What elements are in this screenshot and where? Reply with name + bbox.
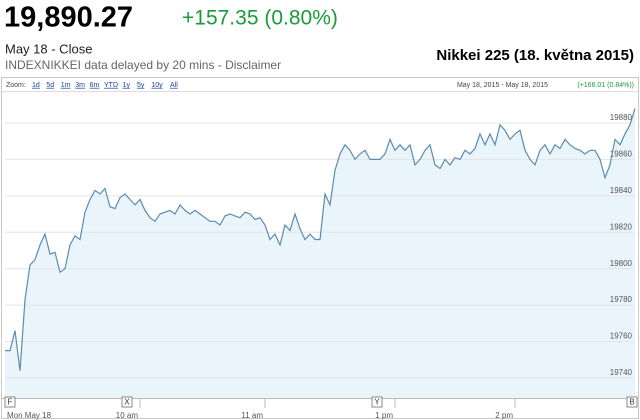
chart-title: Nikkei 225 (18. května 2015) bbox=[436, 47, 634, 64]
news-flag-label: X bbox=[124, 398, 130, 407]
zoom-link[interactable]: YTD bbox=[104, 82, 118, 89]
x-tick-label: 10 am bbox=[116, 411, 139, 420]
y-tick-label: 19780 bbox=[610, 295, 633, 304]
zoom-link[interactable]: 5y bbox=[137, 82, 145, 89]
news-flag-label: F bbox=[8, 398, 13, 407]
range-summary: May 18, 2015 - May 18, 2015 bbox=[457, 82, 548, 89]
zoom-links: 1d 5d 1m 3m 6m YTD 1y 5y 10y All bbox=[32, 82, 178, 89]
y-tick-label: 19740 bbox=[610, 368, 633, 377]
news-flag-label: Y bbox=[374, 398, 380, 407]
x-tick-label: 2 pm bbox=[495, 411, 513, 420]
x-tick-label: 11 am bbox=[241, 411, 263, 420]
zoom-link[interactable]: All bbox=[170, 82, 178, 89]
y-tick-label: 19760 bbox=[610, 332, 633, 341]
y-tick-label: 19820 bbox=[610, 222, 633, 231]
price-line bbox=[5, 108, 636, 371]
zoom-link[interactable]: 6m bbox=[90, 82, 100, 89]
news-flag[interactable] bbox=[121, 396, 133, 408]
x-tick-label: Mon May 18 bbox=[7, 411, 52, 420]
price-change: +157.35 (0.80%) bbox=[182, 7, 338, 30]
news-flag[interactable] bbox=[626, 396, 638, 408]
zoom-link[interactable]: 10y bbox=[151, 82, 163, 89]
news-flag-label: B bbox=[629, 398, 634, 407]
price: 19,890.27 bbox=[4, 2, 133, 34]
news-flag[interactable] bbox=[4, 396, 16, 408]
y-tick-label: 19880 bbox=[610, 113, 633, 122]
y-tick-label: 19800 bbox=[610, 259, 633, 268]
source: INDEXNIKKEI data delayed by 20 mins - Di… bbox=[5, 58, 281, 72]
y-tick-label: 19840 bbox=[610, 186, 633, 195]
range-change: (+166.01 (0.84%)) bbox=[577, 82, 634, 89]
plot: 19740 19760 19780 19800 19820 19840 19860 19880… bbox=[2, 91, 638, 420]
zoom-link[interactable]: 1y bbox=[123, 82, 131, 89]
y-tick-label: 19860 bbox=[610, 150, 633, 159]
area bbox=[5, 108, 635, 399]
zoom-link[interactable]: 3m bbox=[75, 82, 85, 89]
zoom-label: Zoom: bbox=[6, 82, 26, 89]
zoom-link[interactable]: 1m bbox=[61, 82, 71, 89]
zoom-link[interactable]: 5d bbox=[46, 82, 54, 89]
status: May 18 - Close bbox=[5, 41, 92, 56]
zoom-link[interactable]: 1d bbox=[32, 82, 40, 89]
x-tick-label: 1 pm bbox=[375, 411, 393, 420]
news-flag[interactable] bbox=[371, 396, 383, 408]
